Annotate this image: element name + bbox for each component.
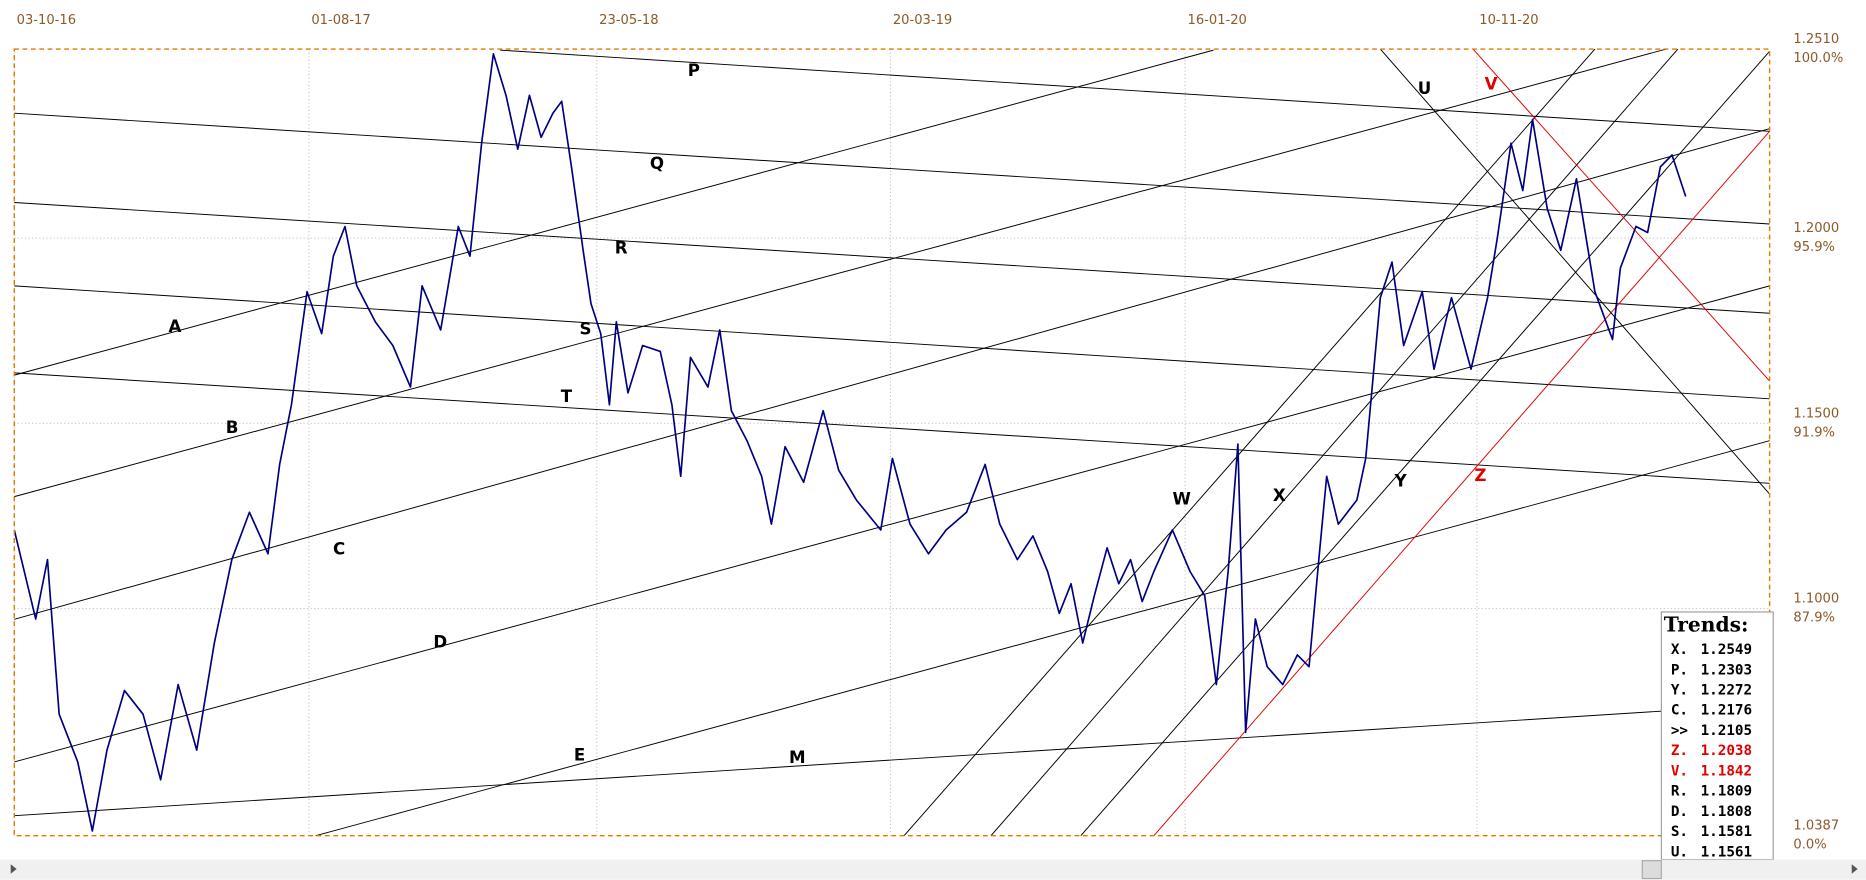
trend-label: Q: [650, 154, 664, 173]
trend-item-value: 1.2549: [1701, 642, 1753, 658]
trend-line: [14, 48, 1667, 498]
trend-item-value: 1.1808: [1701, 804, 1753, 820]
trend-line: [1472, 48, 1770, 382]
trend-label: W: [1173, 490, 1191, 509]
plot-border: [13, 48, 1771, 837]
y-tick-label: 1.0387: [1793, 819, 1839, 834]
y-tick-pct: 95.9%: [1793, 240, 1835, 255]
trend-line: [14, 112, 1770, 225]
trend-item-value: 1.1809: [1701, 784, 1753, 800]
x-tick-label: 10-11-20: [1479, 13, 1538, 28]
trend-label: C: [333, 540, 345, 559]
trend-label: Y: [1394, 472, 1408, 491]
trend-item-value: 1.2303: [1701, 662, 1753, 678]
trend-item-label: C.: [1671, 703, 1688, 719]
trend-item-value: 1.2105: [1701, 723, 1753, 739]
trend-label: T: [561, 387, 573, 406]
x-tick-label: 03-10-16: [17, 13, 76, 28]
trend-item-label: R.: [1671, 784, 1688, 800]
y-tick-pct: 100.0%: [1793, 51, 1843, 66]
trends-box: [1660, 611, 1774, 860]
scrollbar[interactable]: [0, 859, 1866, 880]
trend-item-label: X.: [1671, 642, 1688, 658]
trend-label: X: [1273, 486, 1286, 505]
scroll-right[interactable]: [1851, 864, 1858, 874]
trend-line: [990, 48, 1679, 837]
trend-item-value: 1.2038: [1701, 743, 1753, 759]
y-tick-label: 1.2510: [1793, 32, 1839, 47]
y-tick-label: 1.1500: [1793, 406, 1839, 421]
trend-line: [903, 48, 1596, 837]
scrollbar-thumb[interactable]: [1641, 860, 1662, 880]
x-tick-label: 23-05-18: [599, 13, 658, 28]
trend-item-label: Z.: [1671, 743, 1688, 759]
trend-label: R: [615, 238, 628, 257]
trend-label: M: [789, 748, 806, 767]
trend-label: U: [1418, 79, 1432, 98]
scroll-left[interactable]: [10, 864, 17, 874]
trend-item-label: V.: [1671, 763, 1688, 779]
trends-title: Trends:: [1664, 613, 1749, 637]
trend-label: S: [580, 319, 592, 338]
y-tick-pct: 0.0%: [1793, 838, 1826, 853]
trend-line: [14, 285, 1770, 763]
trend-label: B: [226, 418, 239, 437]
trend-line: [1379, 48, 1770, 495]
trend-label: V: [1485, 74, 1498, 93]
trend-line: [14, 49, 1214, 376]
x-tick-label: 20-03-19: [893, 13, 952, 28]
trend-item-value: 1.2176: [1701, 703, 1753, 719]
trend-line: [14, 128, 1770, 620]
y-tick-label: 1.2000: [1793, 221, 1839, 236]
trend-line: [1080, 51, 1770, 837]
trend-item-label: P.: [1671, 662, 1688, 678]
y-tick-pct: 87.9%: [1793, 611, 1835, 626]
trend-label: Z: [1474, 466, 1486, 485]
trend-line: [1153, 130, 1770, 837]
trend-item-value: 1.2272: [1701, 683, 1753, 699]
trend-item-label: U.: [1671, 844, 1688, 860]
y-tick-label: 1.1000: [1793, 592, 1839, 607]
trend-item-value: 1.1581: [1701, 824, 1753, 840]
trend-item-value: 1.1842: [1701, 763, 1753, 779]
trend-line: [500, 49, 1770, 132]
trend-line: [14, 201, 1770, 314]
trend-label: A: [168, 317, 181, 336]
trend-item-label: S.: [1671, 824, 1688, 840]
trend-label: P: [688, 61, 700, 80]
trend-label: E: [574, 745, 585, 764]
trend-item-value: 1.1561: [1701, 844, 1753, 860]
trend-line: [14, 710, 1667, 817]
trend-line: [14, 285, 1770, 400]
trend-item-label: Y.: [1671, 683, 1688, 699]
x-tick-label: 01-08-17: [311, 13, 370, 28]
trend-label: D: [433, 632, 447, 651]
price-line: [13, 52, 1687, 832]
trend-item-label: D.: [1671, 804, 1688, 820]
trend-line: [14, 372, 1770, 484]
x-tick-label: 16-01-20: [1188, 13, 1247, 28]
trend-item-label: >>: [1671, 723, 1688, 739]
y-tick-pct: 91.9%: [1793, 425, 1835, 440]
trend-line: [315, 440, 1770, 837]
